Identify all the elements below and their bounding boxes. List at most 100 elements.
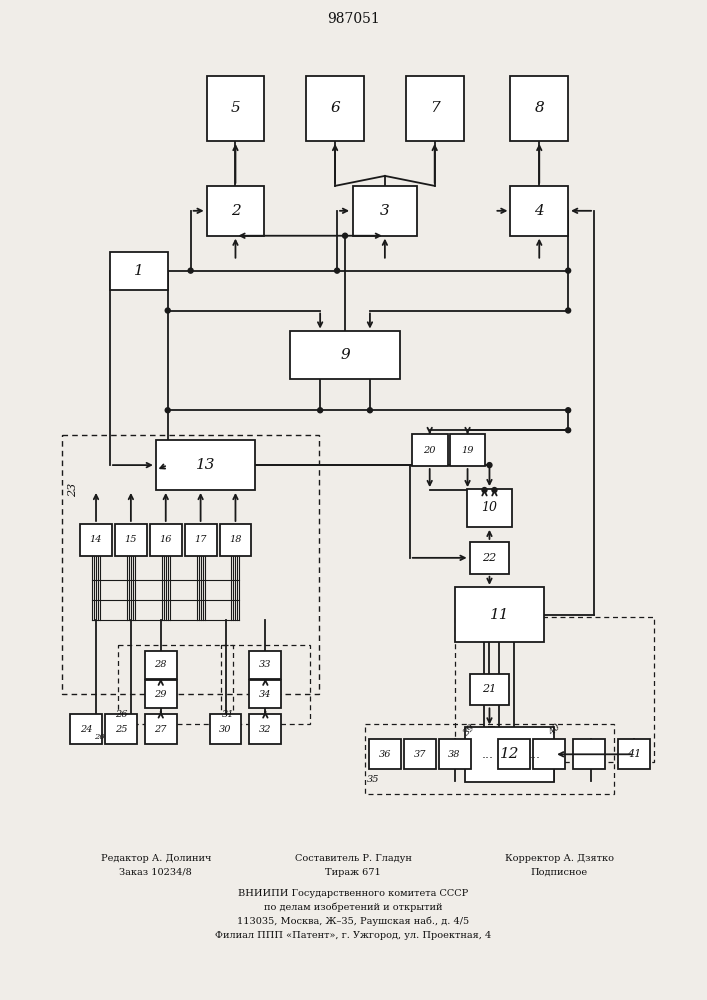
Bar (220, 524, 252, 556)
Text: 21: 21 (482, 684, 496, 694)
Bar (250, 651, 281, 679)
Text: 15: 15 (124, 535, 137, 544)
Bar (455, 617, 654, 762)
Circle shape (566, 428, 571, 433)
Bar (510, 76, 568, 141)
Text: 32: 32 (259, 725, 271, 734)
Text: 29: 29 (155, 690, 167, 699)
Bar (365, 724, 614, 794)
Bar (467, 489, 513, 527)
Text: 19: 19 (461, 446, 474, 455)
Text: 28: 28 (155, 660, 167, 669)
Bar (145, 651, 177, 679)
Circle shape (165, 408, 170, 413)
Bar (498, 739, 530, 769)
Text: 8: 8 (534, 101, 544, 115)
Text: 2: 2 (230, 204, 240, 218)
Bar (250, 714, 281, 744)
Text: ВНИИПИ Государственного комитета СССР: ВНИИПИ Государственного комитета СССР (238, 889, 468, 898)
Bar (455, 587, 544, 642)
Bar (221, 645, 310, 724)
Text: Составитель Р. Гладун: Составитель Р. Гладун (295, 854, 411, 863)
Bar (150, 524, 182, 556)
Text: 20: 20 (423, 446, 436, 455)
Bar (62, 435, 319, 694)
Text: 30: 30 (219, 725, 232, 734)
Circle shape (188, 268, 193, 273)
Text: Подписное: Подписное (531, 868, 588, 877)
Circle shape (334, 268, 339, 273)
Bar (156, 440, 255, 490)
Circle shape (317, 408, 322, 413)
Text: 33: 33 (259, 660, 271, 669)
Text: ...: ... (481, 748, 493, 761)
Bar (306, 76, 364, 141)
Bar (353, 186, 417, 236)
Circle shape (482, 488, 487, 493)
Text: 23: 23 (68, 483, 78, 497)
Text: 12: 12 (500, 747, 519, 761)
Bar (618, 739, 650, 769)
Text: 4: 4 (534, 204, 544, 218)
Bar (115, 524, 147, 556)
Text: 1: 1 (134, 264, 144, 278)
Text: 26: 26 (115, 710, 127, 719)
Bar (404, 739, 436, 769)
Text: 34: 34 (259, 690, 271, 699)
Bar (510, 186, 568, 236)
Bar (438, 739, 471, 769)
Circle shape (368, 408, 373, 413)
Text: Тираж 671: Тираж 671 (325, 868, 381, 877)
Circle shape (343, 233, 348, 238)
Text: 6: 6 (330, 101, 340, 115)
Circle shape (566, 408, 571, 413)
Text: 9: 9 (340, 348, 350, 362)
Text: 27: 27 (155, 725, 167, 734)
Bar (533, 739, 565, 769)
Text: 31: 31 (222, 710, 235, 719)
Bar (209, 714, 242, 744)
Bar (450, 434, 486, 466)
Text: 37: 37 (414, 750, 426, 759)
Bar (145, 680, 177, 708)
Text: 16: 16 (160, 535, 172, 544)
Bar (411, 434, 448, 466)
Bar (573, 739, 605, 769)
Text: 3: 3 (380, 204, 390, 218)
Text: 11: 11 (490, 608, 509, 622)
Text: 35: 35 (367, 775, 379, 784)
Text: 17: 17 (194, 535, 207, 544)
Text: 20: 20 (93, 733, 105, 741)
Text: 24: 24 (80, 725, 93, 734)
Bar (119, 645, 233, 724)
Bar (80, 524, 112, 556)
Text: 41: 41 (627, 749, 641, 759)
Text: 13: 13 (196, 458, 216, 472)
Bar (110, 252, 168, 290)
Circle shape (487, 463, 492, 468)
Bar (145, 714, 177, 744)
Bar (105, 714, 137, 744)
Bar (291, 331, 400, 379)
Text: Редактор А. Долинич: Редактор А. Долинич (100, 854, 211, 863)
Text: Филиал ППП «Патент», г. Ужгород, ул. Проектная, 4: Филиал ППП «Патент», г. Ужгород, ул. Про… (215, 931, 491, 940)
Bar (70, 714, 102, 744)
Text: 40: 40 (547, 722, 562, 737)
Bar (185, 524, 216, 556)
Bar (464, 727, 554, 782)
Bar (369, 739, 401, 769)
Circle shape (492, 488, 497, 493)
Text: 18: 18 (229, 535, 242, 544)
Bar (469, 674, 509, 705)
Circle shape (165, 308, 170, 313)
Text: по делам изобретений и открытий: по делам изобретений и открытий (264, 903, 443, 912)
Text: 25: 25 (115, 725, 127, 734)
Text: Корректор А. Дзятко: Корректор А. Дзятко (505, 854, 614, 863)
Circle shape (566, 308, 571, 313)
Bar (406, 76, 464, 141)
Text: 7: 7 (430, 101, 440, 115)
Circle shape (566, 268, 571, 273)
Text: 14: 14 (90, 535, 103, 544)
Text: Заказ 10234/8: Заказ 10234/8 (119, 868, 192, 877)
Text: 5: 5 (230, 101, 240, 115)
